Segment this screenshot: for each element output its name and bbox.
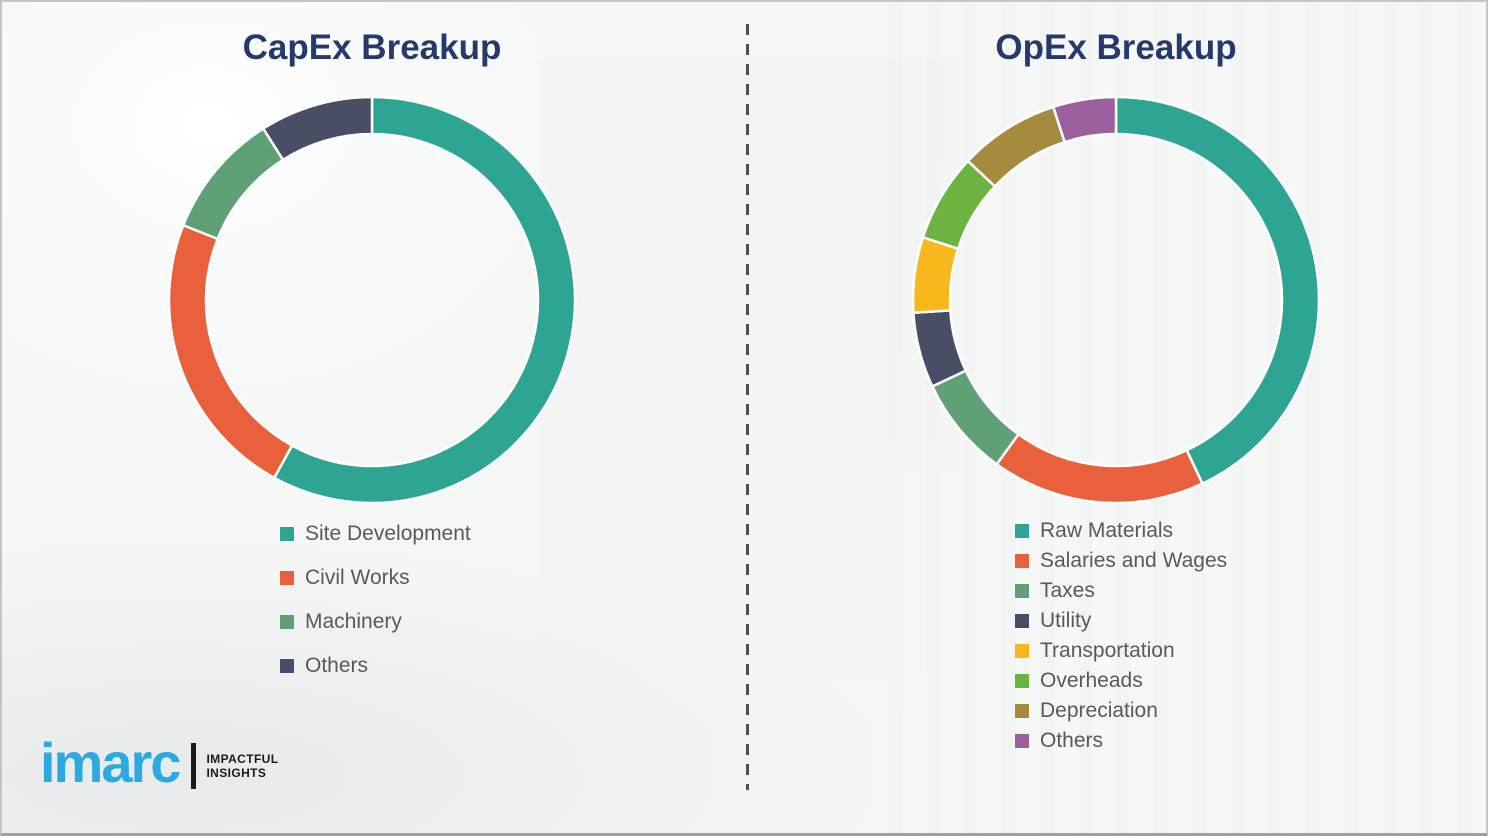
opex-breakup-slice-transportation <box>911 236 960 314</box>
legend-marker-overheads <box>1015 674 1029 688</box>
legend-label-transportation: Transportation <box>1040 639 1175 662</box>
imarc-logo-wordmark: imarc <box>40 731 181 794</box>
legend-marker-others <box>280 659 294 673</box>
opex-breakup-slice-depreciation <box>966 105 1066 188</box>
legend-label-overheads: Overheads <box>1040 669 1143 692</box>
capex-breakup-slice-site-development <box>272 95 577 505</box>
capex-breakup-donut-svg <box>167 95 577 505</box>
legend-marker-taxes <box>1015 584 1029 598</box>
legend-item-depreciation: Depreciation <box>1015 696 1227 726</box>
legend-label-taxes: Taxes <box>1040 579 1095 602</box>
imarc-tagline-line1: IMPACTFUL <box>206 752 279 766</box>
imarc-logo-divider-bar <box>191 743 197 789</box>
opex-breakup-slice-taxes <box>931 369 1020 466</box>
legend-marker-civil-works <box>280 571 294 585</box>
legend-marker-depreciation <box>1015 704 1029 718</box>
legend-label-utility: Utility <box>1040 609 1092 632</box>
legend-item-others: Others <box>1015 726 1227 756</box>
capex-panel: CapEx Breakup Site Development Civil Work… <box>167 28 577 688</box>
capex-breakup-slice-civil-works <box>167 224 294 480</box>
legend-label-raw-materials: Raw Materials <box>1040 519 1174 542</box>
legend-item-machinery: Machinery <box>280 600 471 644</box>
opex-legend: Raw Materials Salaries and Wages Taxes Util… <box>1015 516 1227 756</box>
capex-breakup-slice-others <box>261 95 374 162</box>
opex-breakup-slice-others <box>1052 95 1118 144</box>
legend-label-machinery: Machinery <box>305 610 402 633</box>
opex-breakup-slice-utility <box>912 309 968 388</box>
legend-item-site-development: Site Development <box>280 512 471 556</box>
legend-item-utility: Utility <box>1015 606 1227 636</box>
legend-item-overheads: Overheads <box>1015 666 1227 696</box>
legend-label-civil-works: Civil Works <box>305 566 410 589</box>
legend-item-civil-works: Civil Works <box>280 556 471 600</box>
opex-breakup-donut-svg <box>911 95 1321 505</box>
legend-label-site-development: Site Development <box>305 522 471 545</box>
legend-item-taxes: Taxes <box>1015 576 1227 606</box>
capex-donut-chart <box>167 95 577 505</box>
legend-label-depreciation: Depreciation <box>1040 699 1158 722</box>
vertical-dashed-divider <box>746 24 749 790</box>
imarc-logo-tagline: IMPACTFUL INSIGHTS <box>206 752 278 780</box>
capex-chart-title: CapEx Breakup <box>242 28 502 67</box>
legend-marker-others <box>1015 734 1029 748</box>
legend-item-raw-materials: Raw Materials <box>1015 516 1227 546</box>
opex-donut-chart <box>911 95 1321 505</box>
legend-item-others: Others <box>280 644 471 688</box>
legend-marker-site-development <box>280 527 294 541</box>
imarc-tagline-line2: INSIGHTS <box>206 766 267 780</box>
legend-item-salaries-and-wages: Salaries and Wages <box>1015 546 1227 576</box>
opex-chart-title: OpEx Breakup <box>995 28 1237 67</box>
legend-marker-salaries-and-wages <box>1015 554 1029 568</box>
legend-item-transportation: Transportation <box>1015 636 1227 666</box>
legend-label-others: Others <box>1040 729 1104 752</box>
legend-label-others: Others <box>305 654 369 677</box>
capex-breakup-slice-machinery <box>182 127 285 241</box>
opex-panel: OpEx Breakup Raw Materials Salaries and W… <box>744 0 1488 836</box>
imarc-logo: imarc IMPACTFUL INSIGHTS <box>40 735 278 791</box>
capex-legend: Site Development Civil Works Machinery Othe… <box>280 512 471 688</box>
legend-marker-utility <box>1015 614 1029 628</box>
legend-marker-transportation <box>1015 644 1029 658</box>
legend-marker-machinery <box>280 615 294 629</box>
legend-marker-raw-materials <box>1015 524 1029 538</box>
opex-breakup-slice-raw-materials <box>1114 95 1321 485</box>
legend-label-salaries-and-wages: Salaries and Wages <box>1040 549 1228 572</box>
opex-breakup-slice-salaries-and-wages <box>995 433 1204 505</box>
